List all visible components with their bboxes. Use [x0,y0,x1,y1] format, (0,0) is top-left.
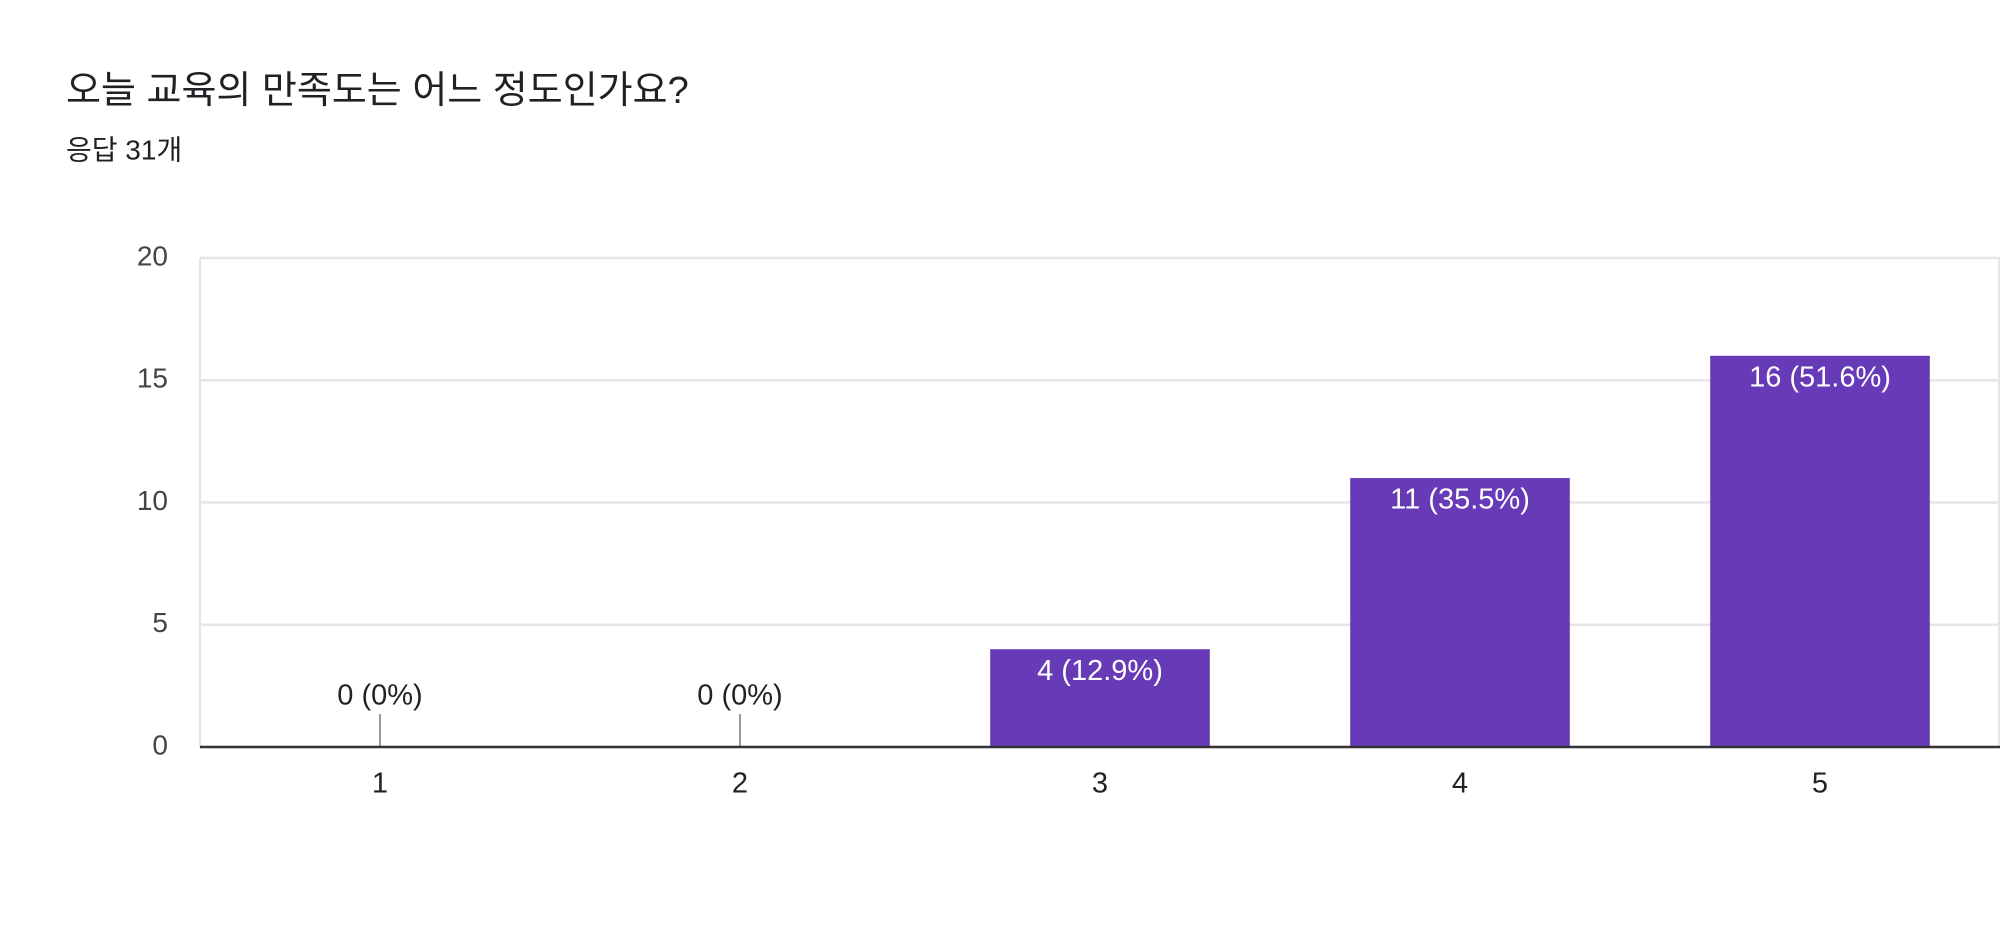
x-tick-label: 4 [1452,768,1468,800]
bar [990,649,1210,747]
value-label: 0 (0%) [337,680,422,712]
x-tick-label: 3 [1092,768,1108,800]
y-tick-label: 20 [137,240,168,271]
y-tick-label: 15 [137,363,168,394]
y-tick-label: 5 [152,607,168,638]
x-tick-label: 5 [1812,768,1828,800]
bar [1710,355,1930,747]
y-tick-label: 10 [137,485,168,516]
value-label: 0 (0%) [697,680,782,712]
chart-title: 오늘 교육의 만족도는 어느 정도인가요? [66,70,689,112]
value-label: 16 (51.6%) [1749,361,1891,393]
x-tick-label: 2 [732,768,748,800]
y-tick-label: 0 [152,729,168,760]
chart-subtitle: 응답 31개 [66,134,182,165]
bar [1350,478,1570,747]
value-label: 4 (12.9%) [1037,655,1163,687]
x-tick-label: 1 [372,768,388,800]
value-label: 11 (35.5%) [1390,484,1530,516]
